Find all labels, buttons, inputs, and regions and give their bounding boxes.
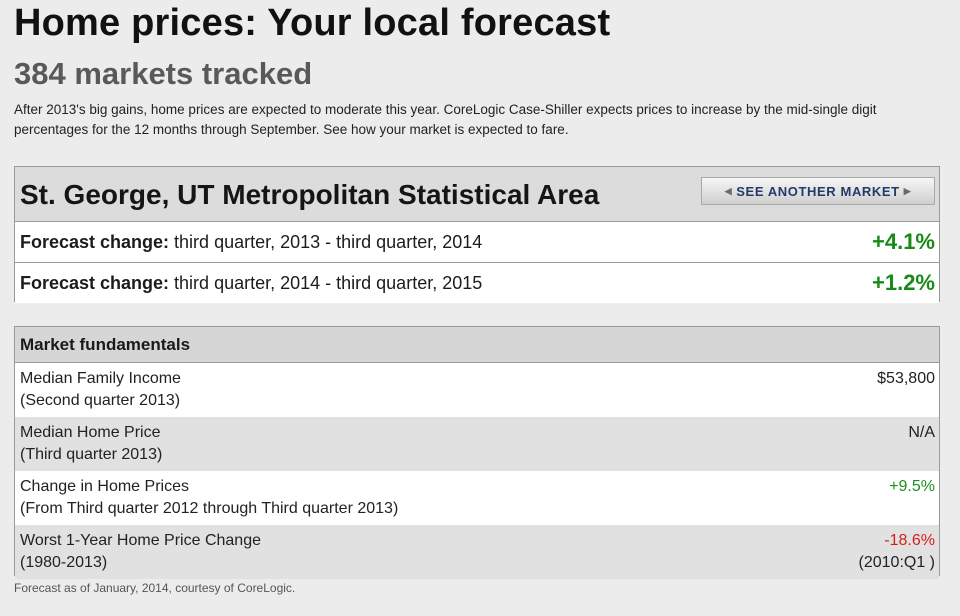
table-row: Median Family Income (Second quarter 2013…: [15, 363, 939, 417]
forecast-value: +1.2%: [872, 270, 935, 295]
forecast-label-bold: Forecast change:: [20, 273, 170, 293]
forecast-period: third quarter, 2013 - third quarter, 201…: [169, 232, 483, 252]
metric-value: $53,800: [877, 370, 935, 387]
row-label: Change in Home Prices (From Third quarter…: [20, 476, 398, 520]
row-label: Median Home Price (Third quarter 2013): [20, 422, 162, 466]
table-row: Median Home Price (Third quarter 2013) N/…: [15, 417, 939, 471]
metric-period: (Third quarter 2013): [20, 446, 163, 463]
metric-name: Worst 1-Year Home Price Change: [20, 532, 261, 549]
see-another-market-button[interactable]: ◀ SEE ANOTHER MARKET ▶: [701, 177, 935, 205]
metric-subvalue: (2010:Q1 ): [858, 554, 935, 571]
fundamentals-header: Market fundamentals: [15, 327, 939, 363]
forecast-period: third quarter, 2014 - third quarter, 201…: [169, 273, 483, 293]
table-row: Change in Home Prices (From Third quarter…: [15, 471, 939, 525]
metric-period: (Second quarter 2013): [20, 392, 181, 409]
row-label: Worst 1-Year Home Price Change (1980-2013…: [20, 530, 261, 574]
see-another-market-label: SEE ANOTHER MARKET: [736, 183, 900, 199]
row-label: Median Family Income (Second quarter 2013…: [20, 368, 181, 412]
forecast-row: Forecast change: third quarter, 2014 - t…: [15, 263, 939, 303]
fundamentals-table: Market fundamentals Median Family Income…: [14, 326, 940, 579]
forecast-row: Forecast change: third quarter, 2013 - t…: [15, 222, 939, 263]
forecast-label: Forecast change: third quarter, 2014 - t…: [20, 273, 482, 294]
metric-value: +9.5%: [889, 478, 935, 495]
metric-value: N/A: [908, 424, 935, 441]
chevron-left-icon: ◀: [724, 185, 733, 196]
metric-value: -18.6%: [884, 532, 935, 549]
metric-value-group: -18.6% (2010:Q1 ): [859, 530, 935, 574]
fundamentals-title: Market fundamentals: [20, 335, 191, 354]
metric-period: (From Third quarter 2012 through Third q…: [20, 500, 399, 517]
market-name: St. George, UT Metropolitan Statistical …: [20, 179, 600, 210]
forecast-panel: St. George, UT Metropolitan Statistical …: [14, 166, 940, 303]
metric-name: Median Family Income: [20, 370, 181, 387]
page-subtitle: 384 markets tracked: [14, 56, 313, 91]
market-header: St. George, UT Metropolitan Statistical …: [15, 167, 939, 222]
forecast-label: Forecast change: third quarter, 2013 - t…: [20, 232, 482, 253]
footnote: Forecast as of January, 2014, courtesy o…: [14, 581, 296, 595]
forecast-label-bold: Forecast change:: [20, 232, 170, 252]
metric-name: Median Home Price: [20, 424, 161, 441]
forecast-value: +4.1%: [872, 229, 935, 254]
metric-period: (1980-2013): [20, 554, 108, 571]
table-row: Worst 1-Year Home Price Change (1980-2013…: [15, 525, 939, 579]
chevron-right-icon: ▶: [903, 185, 912, 196]
intro-text: After 2013's big gains, home prices are …: [14, 102, 877, 137]
metric-name: Change in Home Prices: [20, 478, 189, 495]
page-title: Home prices: Your local forecast: [14, 2, 611, 44]
